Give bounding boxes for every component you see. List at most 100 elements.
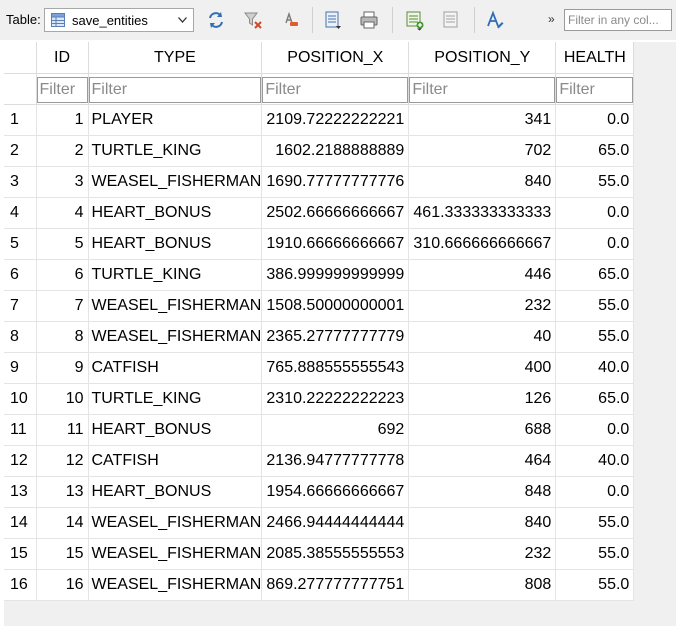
cell-position-y[interactable]: 688 <box>408 414 557 446</box>
cell-health[interactable]: 55.0 <box>555 507 635 539</box>
cell-position-y[interactable]: 808 <box>408 569 557 601</box>
row-number[interactable]: 15 <box>4 538 37 570</box>
cell-position-x[interactable]: 1954.66666666667 <box>261 476 410 508</box>
cell-position-y[interactable]: 310.666666666667 <box>408 228 557 260</box>
cell-id[interactable]: 13 <box>36 476 89 508</box>
cell-position-y[interactable]: 126 <box>408 383 557 415</box>
cell-type[interactable]: TURTLE_KING <box>88 259 263 291</box>
cell-id[interactable]: 11 <box>36 414 89 446</box>
cell-health[interactable]: 0.0 <box>555 228 635 260</box>
cell-id[interactable]: 15 <box>36 538 89 570</box>
cell-id[interactable]: 16 <box>36 569 89 601</box>
cell-position-y[interactable]: 464 <box>408 445 557 477</box>
cell-health[interactable]: 55.0 <box>555 166 635 198</box>
row-number[interactable]: 11 <box>4 414 37 446</box>
table-row[interactable]: 1 1 PLAYER 2109.72222222221 341 0.0 <box>4 104 635 136</box>
row-number[interactable]: 10 <box>4 383 37 415</box>
column-header-id[interactable]: ID <box>36 42 89 74</box>
row-number[interactable]: 5 <box>4 228 37 260</box>
cell-health[interactable]: 65.0 <box>555 135 635 167</box>
cell-position-y[interactable]: 840 <box>408 507 557 539</box>
cell-health[interactable]: 0.0 <box>555 104 635 136</box>
cell-position-x[interactable]: 2136.94777777778 <box>261 445 410 477</box>
table-row[interactable]: 11 11 HEART_BONUS 692 688 0.0 <box>4 414 635 446</box>
cell-type[interactable]: CATFISH <box>88 445 263 477</box>
row-number[interactable]: 3 <box>4 166 37 198</box>
new-record-button[interactable] <box>322 9 344 31</box>
row-number[interactable]: 6 <box>4 259 37 291</box>
cell-health[interactable]: 40.0 <box>555 352 635 384</box>
cell-position-x[interactable]: 2310.22222222223 <box>261 383 410 415</box>
cell-position-x[interactable]: 1690.77777777776 <box>261 166 410 198</box>
cell-type[interactable]: PLAYER <box>88 104 263 136</box>
cell-id[interactable]: 1 <box>36 104 89 136</box>
cell-position-x[interactable]: 2109.72222222221 <box>261 104 410 136</box>
table-row[interactable]: 3 3 WEASEL_FISHERMAN 1690.77777777776 840 55.… <box>4 166 635 198</box>
table-row[interactable]: 9 9 CATFISH 765.888555555543 400 40.0 <box>4 352 635 384</box>
cell-health[interactable]: 55.0 <box>555 569 635 601</box>
table-row[interactable]: 7 7 WEASEL_FISHERMAN 1508.50000000001 232 55.… <box>4 290 635 322</box>
cell-position-x[interactable]: 2466.94444444444 <box>261 507 410 539</box>
cell-position-y[interactable]: 461.333333333333 <box>408 197 557 229</box>
cell-position-y[interactable]: 446 <box>408 259 557 291</box>
filter-input-position-x[interactable] <box>262 76 408 103</box>
cell-id[interactable]: 5 <box>36 228 89 260</box>
column-header-type[interactable]: TYPE <box>88 42 263 74</box>
table-row[interactable]: 13 13 HEART_BONUS 1954.66666666667 848 0.0 <box>4 476 635 508</box>
insert-record-button[interactable] <box>404 9 426 31</box>
cell-position-y[interactable]: 232 <box>408 538 557 570</box>
table-row[interactable]: 4 4 HEART_BONUS 2502.66666666667 461.3333333… <box>4 197 635 229</box>
cell-position-y[interactable]: 400 <box>408 352 557 384</box>
row-number[interactable]: 7 <box>4 290 37 322</box>
table-row[interactable]: 6 6 TURTLE_KING 386.999999999999 446 65.0 <box>4 259 635 291</box>
cell-health[interactable]: 55.0 <box>555 538 635 570</box>
cell-type[interactable]: HEART_BONUS <box>88 414 263 446</box>
table-row[interactable]: 16 16 WEASEL_FISHERMAN 869.277777777751 808 5… <box>4 569 635 601</box>
more-toolbar-icon[interactable]: » <box>548 12 555 26</box>
cell-health[interactable]: 0.0 <box>555 197 635 229</box>
table-row[interactable]: 10 10 TURTLE_KING 2310.22222222223 126 65.0 <box>4 383 635 415</box>
sort-button[interactable] <box>280 9 302 31</box>
cell-position-x[interactable]: 2085.38555555553 <box>261 538 410 570</box>
print-button[interactable] <box>358 9 380 31</box>
cell-health[interactable]: 55.0 <box>555 321 635 353</box>
cell-position-y[interactable]: 840 <box>408 166 557 198</box>
cell-type[interactable]: WEASEL_FISHERMAN <box>88 507 263 539</box>
cell-type[interactable]: HEART_BONUS <box>88 197 263 229</box>
cell-type[interactable]: HEART_BONUS <box>88 476 263 508</box>
cell-position-x[interactable]: 386.999999999999 <box>261 259 410 291</box>
row-number[interactable]: 14 <box>4 507 37 539</box>
cell-id[interactable]: 6 <box>36 259 89 291</box>
filter-input-position-y[interactable] <box>409 76 555 103</box>
cell-id[interactable]: 8 <box>36 321 89 353</box>
table-row[interactable]: 5 5 HEART_BONUS 1910.66666666667 310.6666666… <box>4 228 635 260</box>
row-number[interactable]: 16 <box>4 569 37 601</box>
cell-id[interactable]: 14 <box>36 507 89 539</box>
cell-position-x[interactable]: 2365.27777777779 <box>261 321 410 353</box>
column-header-position-x[interactable]: POSITION_X <box>261 42 410 74</box>
cell-id[interactable]: 3 <box>36 166 89 198</box>
cell-type[interactable]: HEART_BONUS <box>88 228 263 260</box>
cell-type[interactable]: CATFISH <box>88 352 263 384</box>
table-row[interactable]: 14 14 WEASEL_FISHERMAN 2466.94444444444 840 5… <box>4 507 635 539</box>
cell-position-y[interactable]: 40 <box>408 321 557 353</box>
table-row[interactable]: 12 12 CATFISH 2136.94777777778 464 40.0 <box>4 445 635 477</box>
cell-id[interactable]: 12 <box>36 445 89 477</box>
refresh-button[interactable] <box>205 9 227 31</box>
cell-health[interactable]: 40.0 <box>555 445 635 477</box>
cell-id[interactable]: 9 <box>36 352 89 384</box>
clear-filters-button[interactable] <box>242 9 264 31</box>
cell-health[interactable]: 55.0 <box>555 290 635 322</box>
font-button[interactable] <box>484 9 506 31</box>
table-row[interactable]: 2 2 TURTLE_KING 1602.2188888889 702 65.0 <box>4 135 635 167</box>
cell-id[interactable]: 2 <box>36 135 89 167</box>
cell-type[interactable]: TURTLE_KING <box>88 135 263 167</box>
row-number[interactable]: 13 <box>4 476 37 508</box>
cell-position-y[interactable]: 232 <box>408 290 557 322</box>
cell-type[interactable]: WEASEL_FISHERMAN <box>88 321 263 353</box>
table-row[interactable]: 15 15 WEASEL_FISHERMAN 2085.38555555553 232 5… <box>4 538 635 570</box>
cell-position-x[interactable]: 692 <box>261 414 410 446</box>
cell-type[interactable]: WEASEL_FISHERMAN <box>88 569 263 601</box>
cell-position-x[interactable]: 1508.50000000001 <box>261 290 410 322</box>
row-number[interactable]: 9 <box>4 352 37 384</box>
